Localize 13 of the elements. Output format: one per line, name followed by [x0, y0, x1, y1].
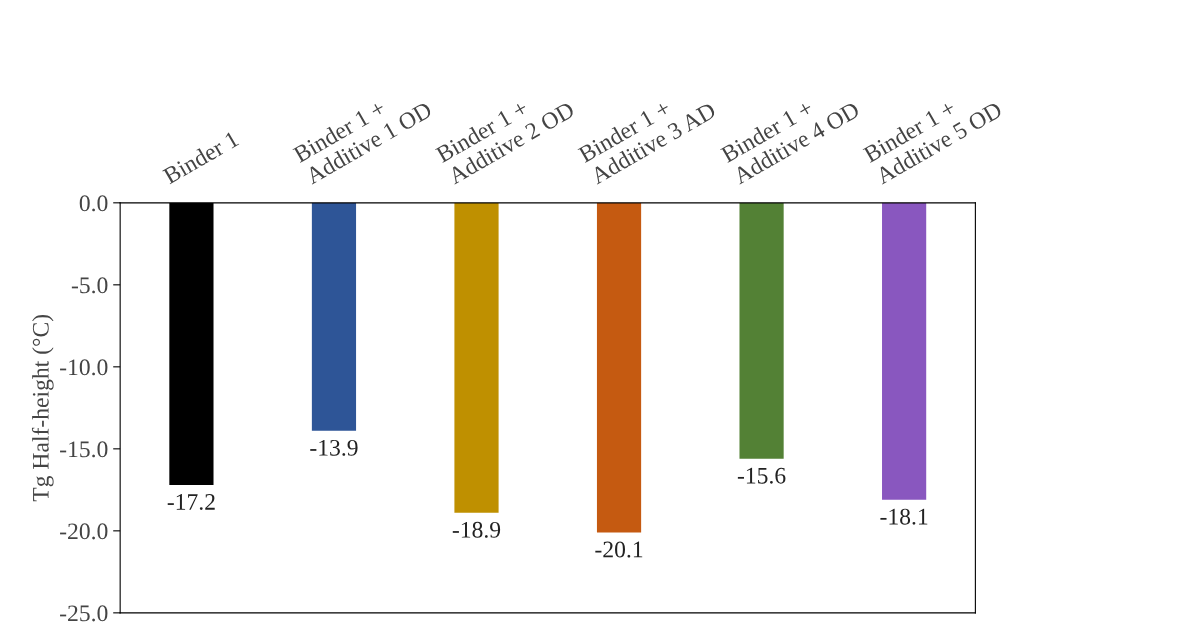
y-tick-label: -10.0	[60, 359, 108, 376]
y-axis-title: Tg Half-height (°C)	[31, 314, 54, 502]
data-label: -18.1	[880, 508, 928, 525]
data-label: -20.1	[595, 541, 643, 558]
y-tick-label: 0.0	[79, 195, 108, 212]
y-tick-label: -15.0	[60, 441, 108, 458]
y-tick-label: -5.0	[71, 277, 108, 294]
y-tick-label: -25.0	[60, 605, 108, 622]
data-label: -17.2	[167, 494, 215, 510]
y-tick-label: -20.0	[60, 523, 108, 540]
data-label: -15.6	[737, 467, 786, 484]
data-label: -13.9	[310, 439, 358, 456]
data-label: -18.9	[452, 521, 501, 538]
